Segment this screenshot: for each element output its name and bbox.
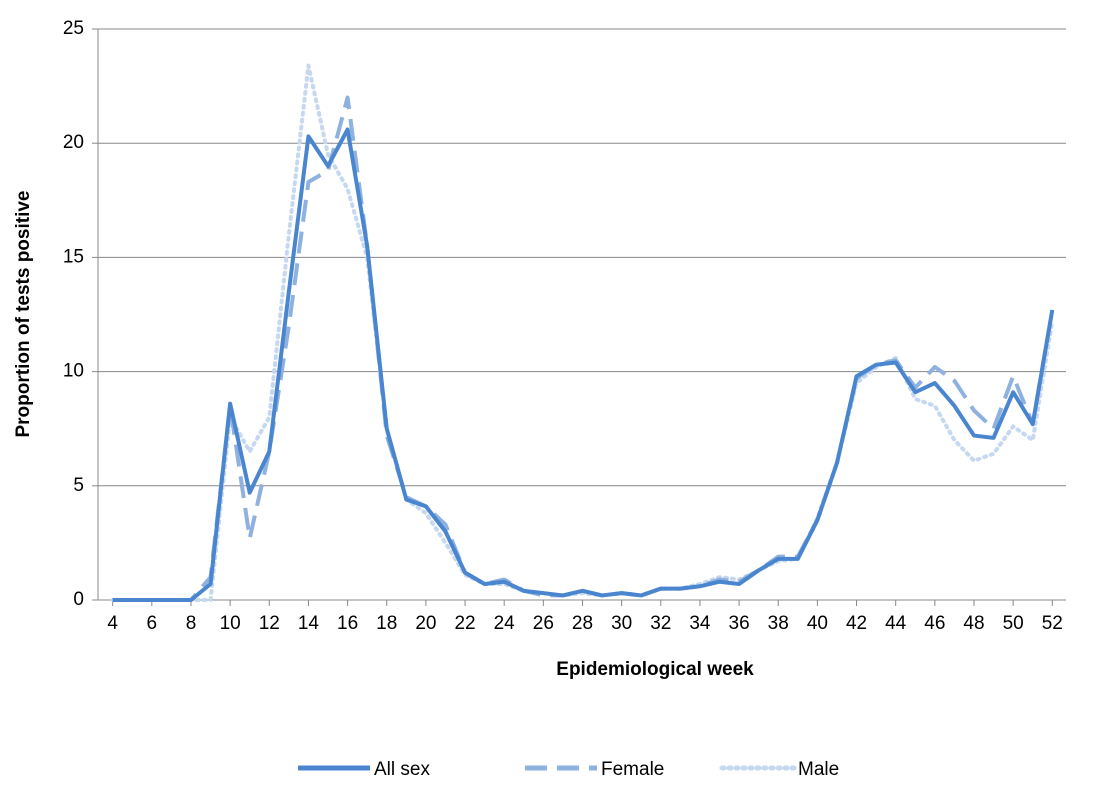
x-tick-label: 24 bbox=[494, 613, 516, 634]
y-tick-label: 10 bbox=[63, 361, 84, 382]
x-tick-label: 36 bbox=[729, 613, 750, 634]
x-tick-label: 14 bbox=[298, 613, 320, 634]
x-tick-label: 26 bbox=[533, 613, 554, 634]
x-tick-label: 20 bbox=[415, 613, 436, 634]
series-line bbox=[112, 127, 1055, 602]
series-line bbox=[110, 63, 1055, 602]
x-tick-label: 52 bbox=[1042, 613, 1063, 634]
x-tick-label: 22 bbox=[454, 613, 475, 634]
x-tick-label: 16 bbox=[337, 613, 358, 634]
y-tick-label: 5 bbox=[73, 475, 84, 496]
y-tick-label: 20 bbox=[63, 132, 84, 153]
x-tick-label: 42 bbox=[846, 613, 867, 634]
x-tick-label: 34 bbox=[689, 613, 711, 634]
legend-label: All sex bbox=[374, 759, 430, 780]
x-axis-title: Epidemiological week bbox=[556, 659, 754, 680]
x-tick-label: 38 bbox=[768, 613, 789, 634]
x-tick-label: 8 bbox=[186, 613, 197, 634]
y-tick-label: 0 bbox=[73, 589, 84, 610]
x-tick-label: 10 bbox=[220, 613, 241, 634]
x-tick-label: 4 bbox=[107, 613, 118, 634]
x-tick-label: 32 bbox=[650, 613, 671, 634]
x-tick-label: 28 bbox=[572, 613, 593, 634]
x-tick-label: 48 bbox=[963, 613, 984, 634]
legend-label: Male bbox=[798, 759, 839, 780]
x-tick-label: 50 bbox=[1003, 613, 1024, 634]
y-tick-label: 15 bbox=[63, 246, 84, 267]
y-tick-label: 25 bbox=[63, 18, 84, 39]
legend-label: Female bbox=[601, 759, 664, 780]
x-tick-label: 44 bbox=[885, 613, 907, 634]
x-tick-label: 40 bbox=[807, 613, 828, 634]
x-tick-label: 30 bbox=[611, 613, 632, 634]
x-tick-label: 6 bbox=[147, 613, 158, 634]
x-tick-label: 18 bbox=[376, 613, 397, 634]
x-tick-label: 12 bbox=[259, 613, 280, 634]
series-line bbox=[112, 95, 1055, 602]
y-axis-title: Proportion of tests positive bbox=[13, 190, 34, 437]
x-tick-label: 46 bbox=[924, 613, 945, 634]
